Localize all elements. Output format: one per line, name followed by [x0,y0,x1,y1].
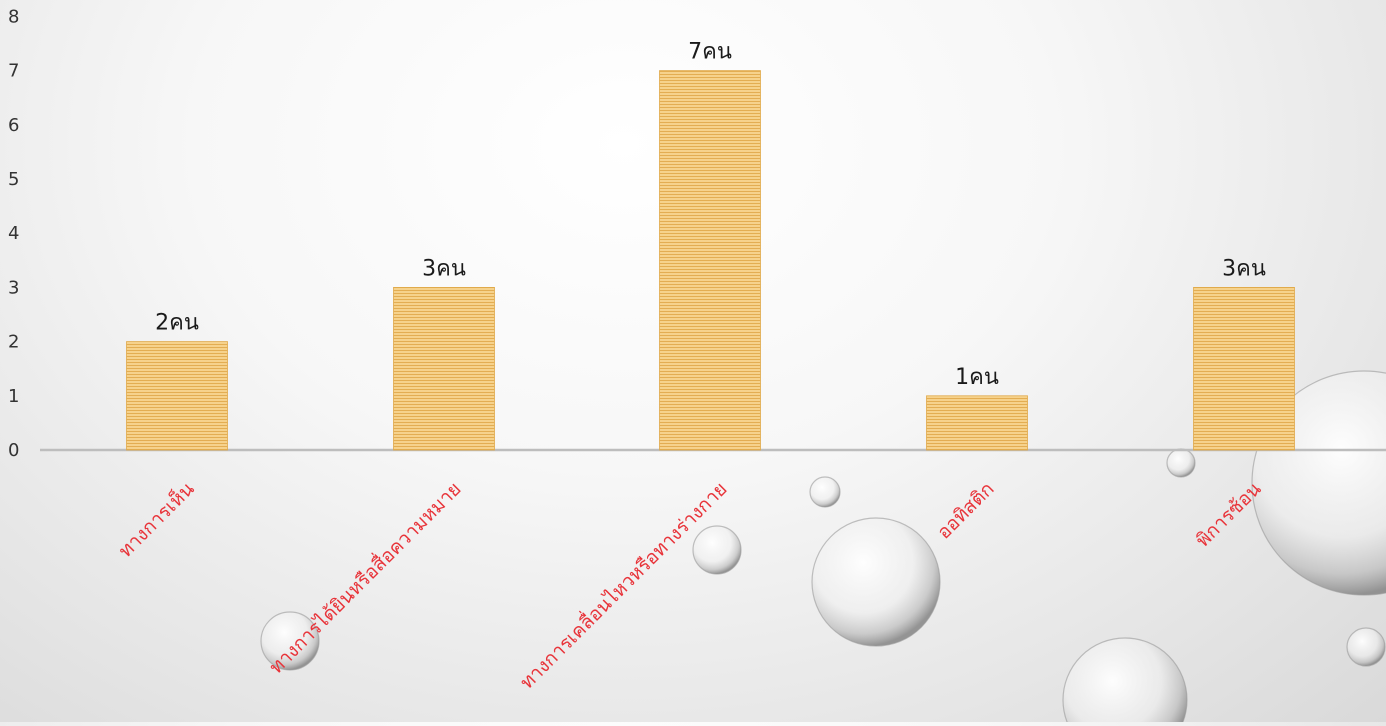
data-labels: 2คน 3คน 7คน 1คน 3คน [155,40,1266,390]
y-tick-label: 2 [8,332,19,353]
bar-2 [393,286,495,451]
bar-5 [1193,286,1295,451]
bar-series [126,70,1295,451]
y-tick-label: 8 [8,6,19,27]
water-drop-8 [260,611,320,671]
category-label: พิการซ้อน [1192,478,1266,552]
category-label: ทางการเคลื่อนไหวหรือทางร่างกาย [514,476,732,694]
water-drop-5 [809,476,841,508]
water-drop-1 [811,517,941,647]
water-drop-4 [692,525,742,575]
data-label: 3คน [1222,256,1266,281]
y-tick-label: 3 [8,277,19,298]
bar-4 [926,395,1028,451]
water-drop-6 [1166,448,1196,478]
y-axis-tick-labels: 0 1 2 3 4 5 6 7 8 [8,6,19,461]
data-label: 2คน [155,311,199,336]
bar-1 [126,341,228,451]
y-tick-label: 5 [8,169,19,190]
y-tick-label: 1 [8,386,19,407]
data-label: 7คน [688,40,732,65]
y-tick-label: 4 [8,223,19,244]
y-tick-label: 7 [8,61,19,82]
water-drop-7 [1346,627,1386,667]
bar-3 [659,70,761,451]
water-drop-3 [1062,637,1188,726]
y-tick-label: 6 [8,115,19,136]
category-label: ออทิสติก [933,478,999,544]
data-label: 3คน [422,256,466,281]
y-tick-label: 0 [8,440,19,461]
water-drop-decorations [260,370,1386,726]
category-label: ทางการเห็น [113,477,198,562]
category-label: ทางการได้ยินหรือสื่อความหมาย [263,476,466,679]
data-label: 1คน [955,365,999,390]
